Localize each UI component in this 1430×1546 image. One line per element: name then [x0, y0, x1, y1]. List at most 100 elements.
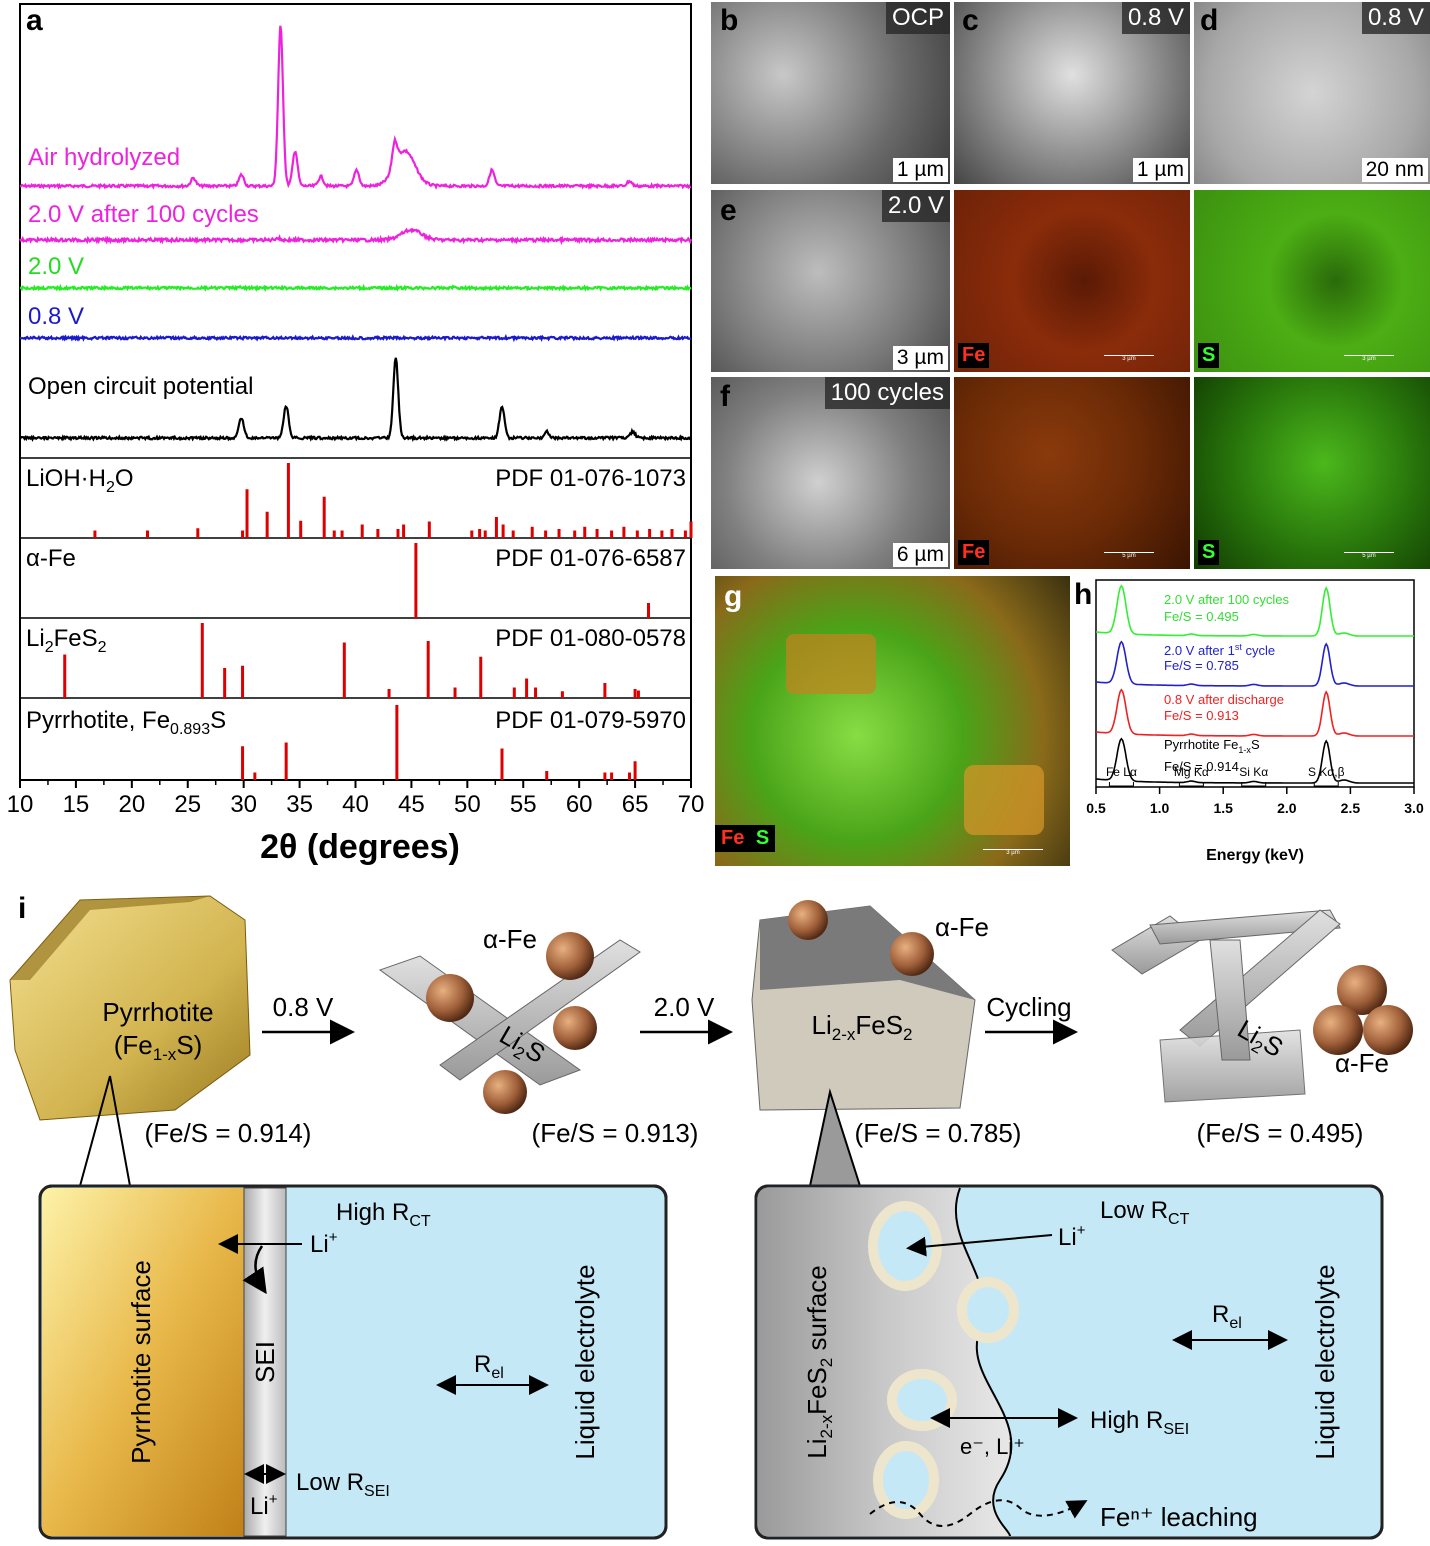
- panel-label-f: f: [720, 380, 730, 413]
- x-tick-label: 35: [286, 791, 313, 818]
- eds-trace-1: [1095, 640, 1414, 687]
- trace-label-2v: 2.0 V: [28, 253, 84, 280]
- right-electrolyte-label: Liquid electrolyte: [1310, 1264, 1340, 1459]
- eds-series-ratio-0: Fe/S = 0.495: [1164, 609, 1239, 624]
- tag-f: 100 cycles: [824, 377, 950, 409]
- left-electrolyte-label: Liquid electrolyte: [570, 1264, 600, 1459]
- eds-map-s-100cycles: S 5 µm: [1194, 377, 1430, 569]
- li-label-sei: Li+: [250, 1491, 278, 1520]
- overlay-legend: Fe S: [715, 825, 776, 852]
- arrow-label-cycling: Cycling: [986, 992, 1071, 1022]
- eds-fe-label-e: Fe: [958, 343, 990, 368]
- fe-ball-6: [890, 932, 934, 976]
- x-tick-label: 55: [510, 791, 537, 818]
- eds-frame: [1095, 579, 1415, 788]
- sem-image-08v: 0.8 V 1 µm: [954, 2, 1190, 184]
- eli-label: e⁻, Li⁺: [960, 1434, 1025, 1459]
- scalebar-f: 6 µm: [892, 543, 948, 567]
- fe-ball-5: [788, 900, 828, 940]
- x-tick-label: 60: [566, 791, 593, 818]
- x-tick-label: 20: [118, 791, 145, 818]
- xrd-chart: 10 15 20 25 30 35 40 45 50 55 60 65 70 Air hydrolyze…: [7, 3, 704, 866]
- reference-sticks: [63, 463, 693, 780]
- eds-tick-label: 1.5: [1213, 800, 1233, 816]
- stage2-fe-label: α-Fe: [483, 924, 537, 954]
- x-tick-label: 25: [174, 791, 201, 818]
- panel-label-i: i: [18, 892, 27, 925]
- stage2-ratio: (Fe/S = 0.913): [532, 1118, 699, 1148]
- sem-image-100cycles: 100 cycles 6 µm: [711, 377, 950, 569]
- overlay-fe-region-1: [786, 634, 876, 694]
- pyrrhotite-crystal: [9, 895, 251, 1121]
- leaching-label: Feⁿ⁺ leaching: [1100, 1502, 1258, 1532]
- sem-image-2v: 2.0 V 3 µm: [711, 190, 950, 372]
- xrd-traces: [19, 25, 693, 443]
- eds-series-label-3: Pyrrhotite Fe1-xS: [1164, 737, 1260, 755]
- trace-label-air: Air hydrolyzed: [28, 144, 180, 171]
- eds-map-fe-2v: Fe 3 µm: [954, 190, 1190, 372]
- eds-traces: [1095, 584, 1414, 784]
- ref-label-lioh: LiOH·H2O: [26, 465, 134, 496]
- xrd-trace-2: [20, 283, 692, 293]
- tag-e: 2.0 V: [881, 190, 950, 222]
- left-interface-box: [38, 1184, 668, 1540]
- tem-image-08v: 0.8 V 20 nm: [1194, 2, 1430, 184]
- right-interface-box: [754, 1184, 1384, 1540]
- stage1-ratio: (Fe/S = 0.914): [145, 1118, 312, 1148]
- eds-line-bracket: [1313, 782, 1339, 787]
- x-tick-label: 45: [398, 791, 425, 818]
- fe-ball-1: [426, 974, 474, 1022]
- eds-scalebar-f2: 5 µm: [1344, 552, 1394, 559]
- eds-trace-2: [1095, 688, 1414, 737]
- ref-label-pyrrhotite: Pyrrhotite, Fe0.893S: [26, 707, 226, 738]
- eds-tick-label: 1.0: [1150, 800, 1170, 816]
- x-axis-label: 2θ (degrees): [260, 828, 460, 866]
- tag-d: 0.8 V: [1361, 2, 1430, 34]
- rel-label-left: Rel: [474, 1351, 504, 1382]
- eds-line-label: Mg Kα: [1174, 765, 1209, 779]
- panel-label-e: e: [720, 194, 737, 227]
- fe-ball-8: [1313, 1005, 1363, 1055]
- leaching-arrow: [869, 1499, 1088, 1527]
- eds-tick-label: 0.5: [1086, 800, 1106, 816]
- pore-4: [873, 1441, 939, 1519]
- overlay-s-label: S: [755, 827, 770, 849]
- overlay-scalebar: 3 µm: [983, 849, 1043, 856]
- pore-2: [957, 1277, 1019, 1343]
- eds-map-fe-100cycles: Fe 5 µm: [954, 377, 1190, 569]
- arrow-label-2v: 2.0 V: [654, 992, 715, 1022]
- high-rct-label: High RCT: [336, 1199, 431, 1230]
- sei-label: SEI: [250, 1341, 280, 1383]
- stage4-ratio: (Fe/S = 0.495): [1197, 1118, 1364, 1148]
- eds-trace-0: [1095, 584, 1414, 637]
- eds-line-bracket: [1241, 782, 1267, 787]
- eds-series-ratio-2: Fe/S = 0.913: [1164, 708, 1239, 723]
- low-rsei-label: Low RSEI: [296, 1469, 390, 1500]
- xrd-trace-0: [19, 25, 692, 191]
- fe-ball-7: [1337, 965, 1387, 1015]
- stage3-fe-label: α-Fe: [935, 912, 989, 942]
- scalebar-e: 3 µm: [892, 346, 948, 370]
- eds-line-label: S Kα,β: [1308, 765, 1345, 779]
- low-rct-label: Low RCT: [1100, 1197, 1190, 1228]
- fe-ball-9: [1363, 1005, 1413, 1055]
- eds-scalebar-f1: 5 µm: [1104, 552, 1154, 559]
- x-axis-ticks: 10 15 20 25 30 35 40 45 50 55 60 65 70: [7, 780, 704, 818]
- eds-tick-label: 2.5: [1341, 800, 1361, 816]
- eds-tick-label: 3.0: [1404, 800, 1424, 816]
- stage3-name: Li2-xFeS2: [811, 1010, 912, 1044]
- x-tick-label: 10: [7, 791, 34, 818]
- panel-label-b: b: [720, 4, 739, 37]
- trace-label-ocp: Open circuit potential: [28, 373, 253, 400]
- scalebar-d: 20 nm: [1361, 158, 1428, 182]
- x-tick-label: 50: [454, 791, 481, 818]
- panel-label-c: c: [962, 4, 979, 37]
- eds-ticks: 0.5 1.0 1.5 2.0 2.5 3.0: [1086, 787, 1424, 816]
- x-tick-label: 65: [622, 791, 649, 818]
- eds-overlay-image: Fe S 3 µm: [715, 576, 1070, 866]
- eds-series-label-0: 2.0 V after 100 cycles: [1164, 592, 1290, 607]
- tag-ocp: OCP: [885, 2, 950, 34]
- right-surface-label: Li2-xFeS2 surface: [802, 1265, 836, 1459]
- ref-pdf-lioh: PDF 01-076-1073: [495, 465, 686, 492]
- fe-ball-3: [553, 1006, 597, 1050]
